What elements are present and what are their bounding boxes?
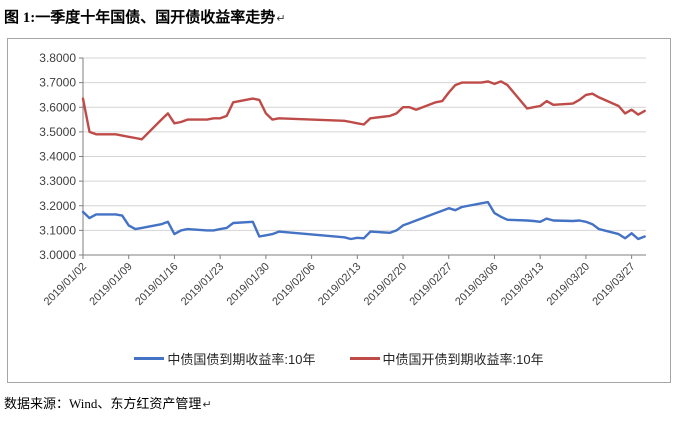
legend-label: 中债国债到期收益率:10年 xyxy=(167,352,316,367)
y-axis-label: 3.1000 xyxy=(39,223,76,237)
x-axis-label: 2019/02/06 xyxy=(270,261,317,308)
legend-line-swatch xyxy=(349,357,380,360)
paragraph-mark-icon: ↵ xyxy=(276,12,286,25)
data-source-note: 数据来源：Wind、东方红资产管理↵ xyxy=(4,393,212,412)
x-axis-label: 2019/03/13 xyxy=(499,261,546,308)
y-axis-label: 3.5000 xyxy=(39,125,76,139)
legend-item-1: 中债国开债到期收益率:10年 xyxy=(349,349,544,368)
legend-line-swatch xyxy=(134,357,165,360)
chart-object[interactable]: 3.0000 3.1000 3.2000 3.3000 3.4000 3.5000 3.60… xyxy=(7,38,671,383)
y-axis-label: 3.7000 xyxy=(39,76,76,90)
paragraph-mark-icon: ↵ xyxy=(202,398,212,411)
chart-legend: 中债国债到期收益率:10年 中债国开债到期收益率:10年 xyxy=(8,349,670,368)
series-line-0 xyxy=(81,200,646,241)
series-line-1 xyxy=(81,80,646,141)
y-axis-label: 3.8000 xyxy=(39,51,76,65)
y-axis-label: 3.4000 xyxy=(39,150,76,164)
line-chart-plot: 3.0000 3.1000 3.2000 3.3000 3.4000 3.5000 3.60… xyxy=(39,51,646,308)
x-axis-label: 2019/02/27 xyxy=(407,261,454,308)
x-axis-label: 2019/01/30 xyxy=(225,261,272,308)
x-axis-label: 2019/01/02 xyxy=(42,261,89,308)
x-axis-label: 2019/01/16 xyxy=(133,261,180,308)
y-axis-label: 3.3000 xyxy=(39,174,76,188)
x-axis-label: 2019/03/20 xyxy=(545,261,592,308)
x-axis-label: 2019/03/06 xyxy=(453,261,500,308)
x-axis-label: 2019/03/27 xyxy=(590,261,637,308)
x-axis-label: 2019/02/20 xyxy=(362,261,409,308)
legend-label: 中债国开债到期收益率:10年 xyxy=(382,352,544,367)
x-axis-label: 2019/01/23 xyxy=(179,261,226,308)
x-axis-label: 2019/01/09 xyxy=(87,261,134,308)
figure-title-text: 图 1:一季度十年国债、国开债收益率走势 xyxy=(4,10,276,26)
y-axis-label: 3.2000 xyxy=(39,199,76,213)
legend-item-0: 中债国债到期收益率:10年 xyxy=(134,349,316,368)
y-axis-label: 3.6000 xyxy=(39,100,76,114)
data-source-text: 数据来源：Wind、东方红资产管理 xyxy=(4,396,202,411)
y-axis-label: 3.0000 xyxy=(39,248,76,262)
x-axis-label: 2019/02/13 xyxy=(316,261,363,308)
figure-title: 图 1:一季度十年国债、国开债收益率走势↵ xyxy=(4,6,285,27)
